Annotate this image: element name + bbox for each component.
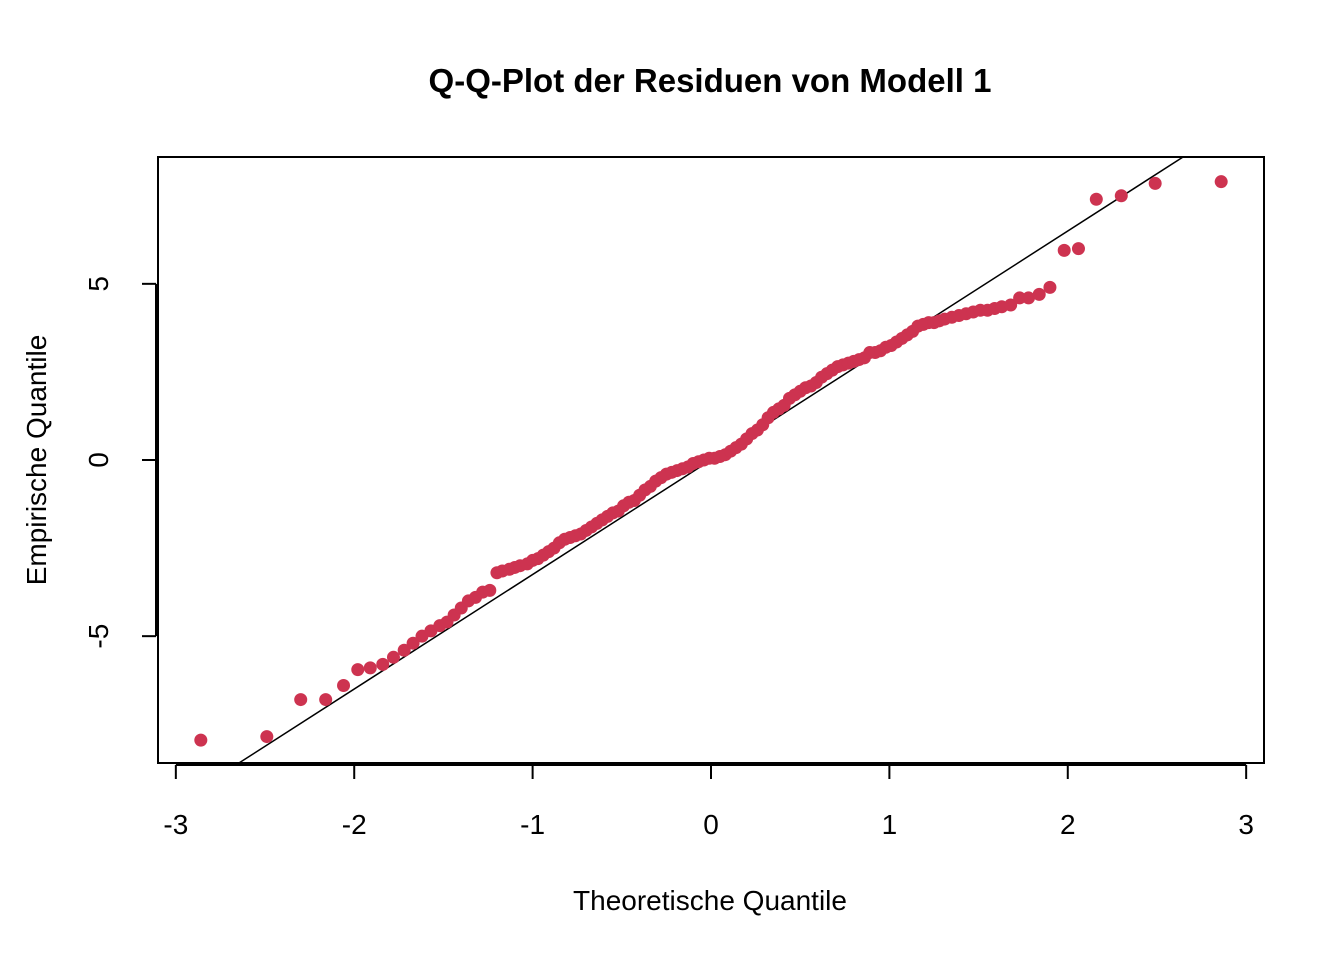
data-point bbox=[194, 733, 208, 747]
y-tick-label: 0 bbox=[83, 452, 114, 468]
data-point bbox=[1013, 291, 1027, 305]
data-point bbox=[1148, 176, 1162, 190]
x-tick-label: -1 bbox=[520, 809, 545, 840]
data-point bbox=[1071, 242, 1085, 256]
data-point bbox=[294, 693, 308, 707]
data-points bbox=[194, 175, 1228, 747]
x-tick-label: 0 bbox=[703, 809, 719, 840]
x-tick-label: -3 bbox=[163, 809, 188, 840]
data-point bbox=[1004, 298, 1018, 312]
x-axis-label: Theoretische Quantile bbox=[573, 885, 847, 916]
chart-title: Q-Q-Plot der Residuen von Modell 1 bbox=[429, 62, 992, 99]
x-tick-label: 1 bbox=[882, 809, 898, 840]
data-point bbox=[337, 678, 351, 692]
data-point bbox=[397, 643, 411, 657]
x-tick-label: 2 bbox=[1060, 809, 1076, 840]
data-point bbox=[406, 636, 420, 650]
data-point bbox=[351, 663, 365, 677]
y-axis-label: Empirische Quantile bbox=[21, 335, 52, 586]
data-point bbox=[319, 693, 333, 707]
data-point bbox=[1089, 192, 1103, 206]
data-point bbox=[1032, 287, 1046, 301]
data-point bbox=[260, 730, 274, 744]
data-point bbox=[1214, 175, 1228, 189]
x-axis: -3 -2 -1 0 1 2 3 bbox=[163, 764, 1254, 840]
data-point bbox=[1043, 280, 1057, 294]
plot-frame bbox=[157, 156, 1265, 764]
x-tick-label: -2 bbox=[342, 809, 367, 840]
data-point bbox=[376, 657, 390, 671]
data-point bbox=[1114, 189, 1128, 203]
data-point bbox=[1022, 291, 1036, 305]
x-tick-label: 3 bbox=[1238, 809, 1254, 840]
data-point bbox=[1057, 243, 1071, 257]
data-point bbox=[386, 650, 400, 664]
data-point bbox=[483, 583, 497, 597]
y-tick-label: -5 bbox=[83, 624, 114, 649]
y-tick-label: 5 bbox=[83, 276, 114, 292]
y-axis: -5 0 5 bbox=[83, 276, 157, 649]
data-point bbox=[363, 661, 377, 675]
